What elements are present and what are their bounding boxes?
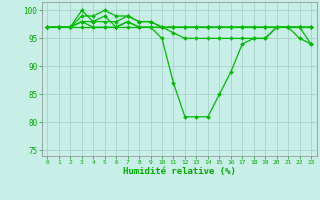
X-axis label: Humidité relative (%): Humidité relative (%) <box>123 167 236 176</box>
